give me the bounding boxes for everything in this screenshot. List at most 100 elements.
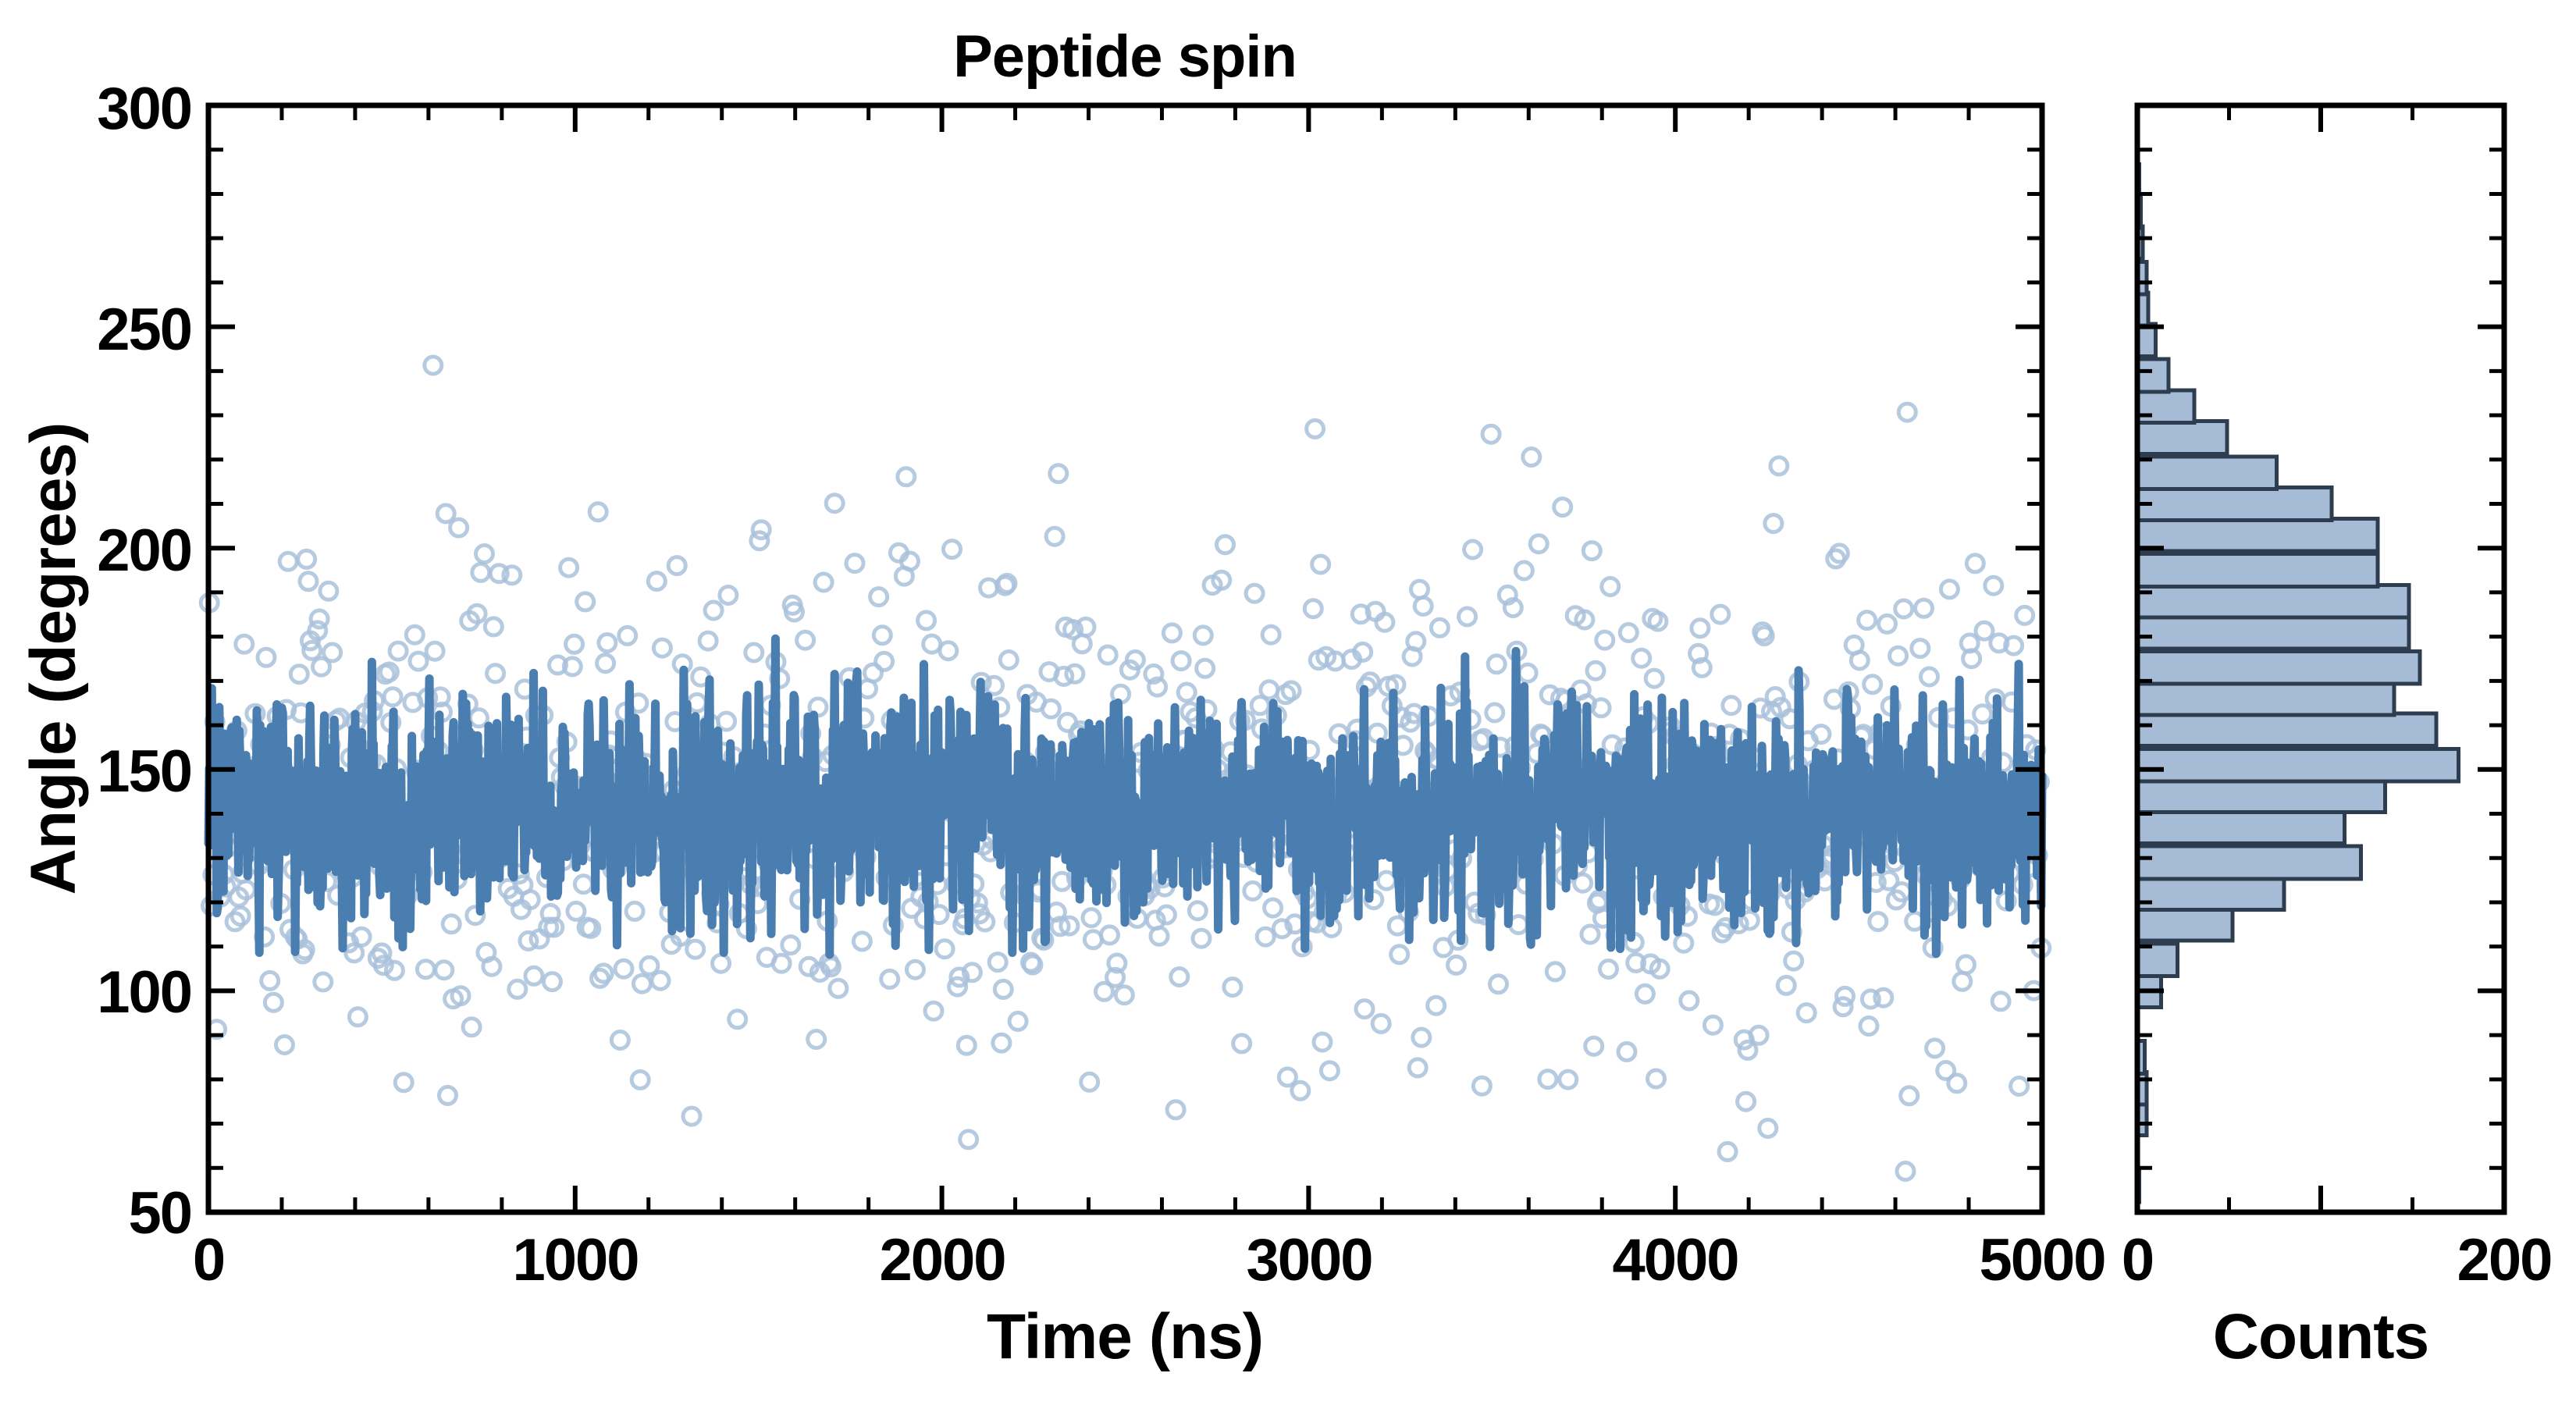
histogram-bar	[2135, 486, 2334, 522]
scatter-point	[1254, 926, 1276, 948]
scatter-point	[1848, 649, 1870, 671]
scatter-point	[274, 1034, 295, 1055]
scatter-point	[422, 354, 444, 376]
scatter-point	[1585, 660, 1606, 681]
scatter-point	[1022, 954, 1044, 976]
scatter-point	[565, 900, 587, 922]
scatter-point	[1242, 880, 1264, 902]
scatter-point	[1480, 423, 1502, 445]
scatter-point	[1389, 944, 1411, 966]
scatter-point	[710, 952, 731, 974]
scatter-point	[958, 1129, 980, 1151]
scatter-point	[1062, 619, 1084, 641]
x-ticklabel: 1000	[512, 1227, 638, 1293]
x-ticklabel: 4000	[1612, 1227, 1738, 1293]
scatter-point	[685, 938, 706, 960]
scatter-point	[1521, 446, 1542, 468]
scatter-point	[1484, 702, 1506, 724]
scatter-point	[1988, 632, 2010, 654]
scatter-point	[466, 603, 488, 624]
scatter-point	[1859, 988, 1881, 1010]
scatter-point	[624, 900, 646, 922]
scatter-point	[1457, 606, 1478, 628]
scatter-point	[1764, 686, 1786, 707]
scatter-point	[1517, 662, 1539, 684]
scatter-point	[1990, 991, 2012, 1012]
scatter-point	[1952, 970, 1973, 992]
histogram-bar	[2135, 680, 2396, 717]
scatter-point	[415, 959, 436, 980]
scatter-point	[1763, 513, 1784, 535]
scatter-point	[681, 1105, 703, 1127]
scatter-point	[1601, 734, 1623, 756]
scatter-point	[1757, 1118, 1779, 1139]
scatter-point	[1983, 574, 2005, 596]
histogram-bar	[2135, 875, 2286, 912]
scatter-point	[561, 656, 583, 678]
scatter-point	[501, 564, 523, 586]
scatter-point	[868, 586, 890, 608]
hist-x-ticklabel: 0	[2122, 1227, 2153, 1293]
scatter-point	[1691, 656, 1713, 678]
scatter-point	[1643, 667, 1665, 689]
scatter-point	[827, 977, 849, 999]
scatter-point	[987, 951, 1009, 973]
main-axes-frame	[205, 102, 2045, 1215]
scatter-point	[1064, 663, 1086, 685]
scatter-point	[387, 640, 409, 662]
scatter-point	[470, 561, 492, 583]
scatter-point	[1190, 927, 1212, 949]
scatter-point	[1544, 961, 1566, 983]
scatter-point	[595, 653, 617, 674]
trace-line-series	[204, 634, 2047, 959]
scatter-point	[1488, 973, 1509, 995]
scatter-point	[1425, 994, 1447, 1016]
scatter-point	[1867, 911, 1889, 933]
scatter-point	[1896, 401, 1918, 423]
scatter-point	[2003, 635, 2025, 656]
scatter-point	[1048, 463, 1069, 485]
scatter-point	[703, 599, 724, 621]
histogram-bar	[2135, 516, 2380, 553]
scatter-point	[301, 639, 323, 661]
scatter-point	[938, 640, 959, 662]
scatter-point	[277, 550, 299, 572]
scatter-point	[1187, 900, 1208, 922]
scatter-point	[1215, 534, 1236, 556]
histogram-bar	[2135, 844, 2364, 881]
scatter-point	[433, 959, 455, 981]
scatter-point	[1893, 598, 1915, 620]
scatter-point	[961, 962, 983, 984]
scatter-point	[1828, 542, 1850, 564]
scatter-point	[378, 661, 400, 683]
scatter-point	[1113, 984, 1135, 1006]
scatter-point	[806, 1029, 827, 1050]
scatter-point	[1155, 904, 1177, 926]
scatter-point	[1834, 985, 1856, 1007]
scatter-point	[1710, 603, 1731, 625]
scatter-point	[350, 926, 372, 948]
scatter-point	[547, 654, 568, 676]
scatter-point	[448, 517, 470, 539]
scatter-point	[437, 1084, 458, 1106]
scatter-point	[440, 913, 462, 935]
scatter-point	[1244, 582, 1265, 604]
scatter-point	[1946, 1072, 1968, 1094]
scatter-point	[1961, 648, 1983, 670]
histogram-bar	[2135, 649, 2422, 686]
scatter-point	[383, 959, 405, 981]
scatter-point	[1678, 990, 1700, 1012]
scatter-point	[743, 642, 765, 663]
scatter-point	[1647, 610, 1669, 632]
scatter-point	[393, 1072, 415, 1094]
scatter-point	[948, 966, 970, 988]
scatter-point	[716, 710, 738, 732]
scatter-point	[233, 633, 255, 655]
scatter-point	[262, 991, 284, 1013]
scatter-point	[464, 905, 486, 927]
y-ticklabel: 100	[97, 959, 191, 1026]
scatter-point	[1176, 681, 1197, 703]
scatter-point	[813, 571, 834, 593]
scatter-point	[1625, 951, 1647, 973]
scatter-point	[1311, 1031, 1333, 1053]
